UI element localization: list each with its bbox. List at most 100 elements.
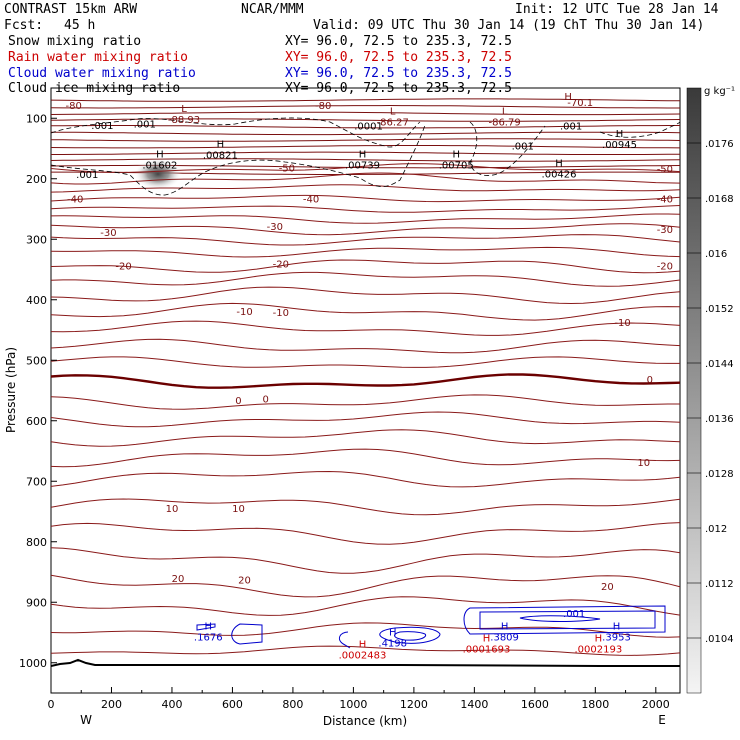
isotherm-line xyxy=(51,320,680,336)
colorbar-tick-label: .0168 xyxy=(705,194,734,205)
cloud-water-contour-label: .001 xyxy=(563,609,585,620)
colorbar-tick-label: .0112 xyxy=(705,579,734,590)
extremum-value: .00426 xyxy=(542,170,577,181)
snow-max-shading xyxy=(134,158,182,190)
extremum-mark: L xyxy=(181,104,187,115)
x-tick-label: 1800 xyxy=(581,698,609,711)
isotherm-label: -40 xyxy=(303,195,319,206)
isotherm-label: 20 xyxy=(172,574,185,585)
isotherm-line xyxy=(51,131,680,136)
isotherm-label: -20 xyxy=(273,259,289,270)
extremum-value: -86.27 xyxy=(377,118,409,129)
snow-contour-label: .001 xyxy=(512,141,534,152)
x-tick-label: 1600 xyxy=(521,698,549,711)
y-tick-label: 700 xyxy=(26,475,47,488)
extremum-mark: H xyxy=(595,634,603,645)
x-tick-label: 800 xyxy=(282,698,303,711)
isotherm-label: -10 xyxy=(273,308,289,319)
snow-contour xyxy=(469,121,546,176)
header-title: CONTRAST 15km ARW xyxy=(4,2,137,17)
colorbar-tick-label: .012 xyxy=(705,524,727,535)
isotherm-line xyxy=(51,498,680,516)
field-rain-xy: XY= 96.0, 72.5 to 235.3, 72.5 xyxy=(285,50,512,65)
isotherm-line xyxy=(51,522,680,545)
isotherm-line xyxy=(51,223,680,236)
isotherm-line xyxy=(51,163,680,173)
header-center: NCAR/MMM xyxy=(241,2,304,17)
zero-isotherm xyxy=(51,373,680,389)
isotherm-line xyxy=(51,302,680,321)
extremum-mark: H xyxy=(359,640,367,651)
extremum-mark: H xyxy=(483,634,491,645)
header-fcst-label: Fcst: xyxy=(4,18,43,33)
cloud-water-contour xyxy=(231,623,263,645)
isotherm-line xyxy=(51,205,680,213)
x-tick-label: 600 xyxy=(222,698,243,711)
isotherm-line xyxy=(51,394,680,410)
isotherm-line xyxy=(51,259,680,274)
isotherm-line xyxy=(51,104,680,109)
isotherm-line xyxy=(51,286,680,305)
west-label: W xyxy=(80,713,92,727)
colorbar-tick-label: .0144 xyxy=(705,359,734,370)
snow-contour xyxy=(599,121,680,138)
colorbar-tick-label: .016 xyxy=(705,249,727,260)
isotherm-line xyxy=(51,448,680,468)
x-tick-label: 0 xyxy=(48,698,55,711)
isotherm-label: -80 xyxy=(66,101,82,112)
isotherm-line xyxy=(51,338,680,354)
x-axis: 0 200 400 600 800 1000 1200 1400 1600 1800 2000 xyxy=(48,687,670,711)
isotherm-label: -20 xyxy=(657,261,673,272)
snow-contour-label: .001 xyxy=(134,120,156,131)
isotherm-label: -30 xyxy=(100,228,116,239)
y-tick-label: 200 xyxy=(26,173,47,186)
isotherm-label: -50 xyxy=(279,163,295,174)
contour-value-labels: .001 .001 .001 .0001 .001 .001 .001 xyxy=(76,120,585,620)
isotherm-line xyxy=(51,411,680,428)
colorbar-scale xyxy=(686,87,702,694)
cloud-water-contour xyxy=(519,615,601,622)
isotherm-line xyxy=(51,98,680,102)
east-label: E xyxy=(658,713,666,727)
extremum-value: .3809 xyxy=(490,632,519,643)
field-rain-name: Rain water mixing ratio xyxy=(8,50,188,65)
y-tick-label: 500 xyxy=(26,354,47,367)
snow-contour xyxy=(51,124,426,196)
snow-contour-label: .0001 xyxy=(354,122,383,133)
cloud-water-contour xyxy=(379,626,441,644)
y-tick-label: 800 xyxy=(26,536,47,549)
x-tick-label: 400 xyxy=(161,698,182,711)
extremum-mark: H xyxy=(389,628,397,639)
extremum-mark: H xyxy=(613,621,621,632)
extremum-mark: H xyxy=(204,621,212,632)
field-snow-name: Snow mixing ratio xyxy=(8,34,141,49)
isotherm-line xyxy=(51,145,680,149)
isotherm-label: 0 xyxy=(647,375,653,386)
header-init: Init: 12 UTC Tue 28 Jan 14 xyxy=(515,2,719,17)
isotherm-line xyxy=(51,125,680,129)
isotherm-line xyxy=(51,622,680,638)
isotherm-line xyxy=(51,184,680,193)
colorbar-tick-label: .0176 xyxy=(705,139,734,150)
extremum-mark: H xyxy=(452,150,460,161)
isotherm-line xyxy=(51,596,680,616)
isotherm-label: -50 xyxy=(657,164,673,175)
colorbar-ticks: .0104 .0112 .012 .0128 .0136 .0144 .0152 .016 .0… xyxy=(687,139,734,645)
extremum-mark: H xyxy=(501,621,509,632)
snow-contour-label: .001 xyxy=(560,122,582,133)
x-axis-label: Distance (km) xyxy=(323,714,407,728)
x-tick-label: 1000 xyxy=(339,698,367,711)
isotherm-line xyxy=(51,151,680,155)
cloud-water-contour xyxy=(463,605,666,635)
isotherm-label: 10 xyxy=(166,504,179,515)
extremum-value: .00739 xyxy=(345,161,380,172)
isotherm-line xyxy=(51,246,680,258)
extremum-mark: H xyxy=(555,159,563,170)
extremum-value: .00945 xyxy=(602,140,637,151)
header-valid: Valid: 09 UTC Thu 30 Jan 14 (19 ChT Thu … xyxy=(313,18,704,33)
isotherm-label: 20 xyxy=(601,582,614,593)
isotherm-line xyxy=(51,194,680,203)
x-tick-label: 1400 xyxy=(460,698,488,711)
